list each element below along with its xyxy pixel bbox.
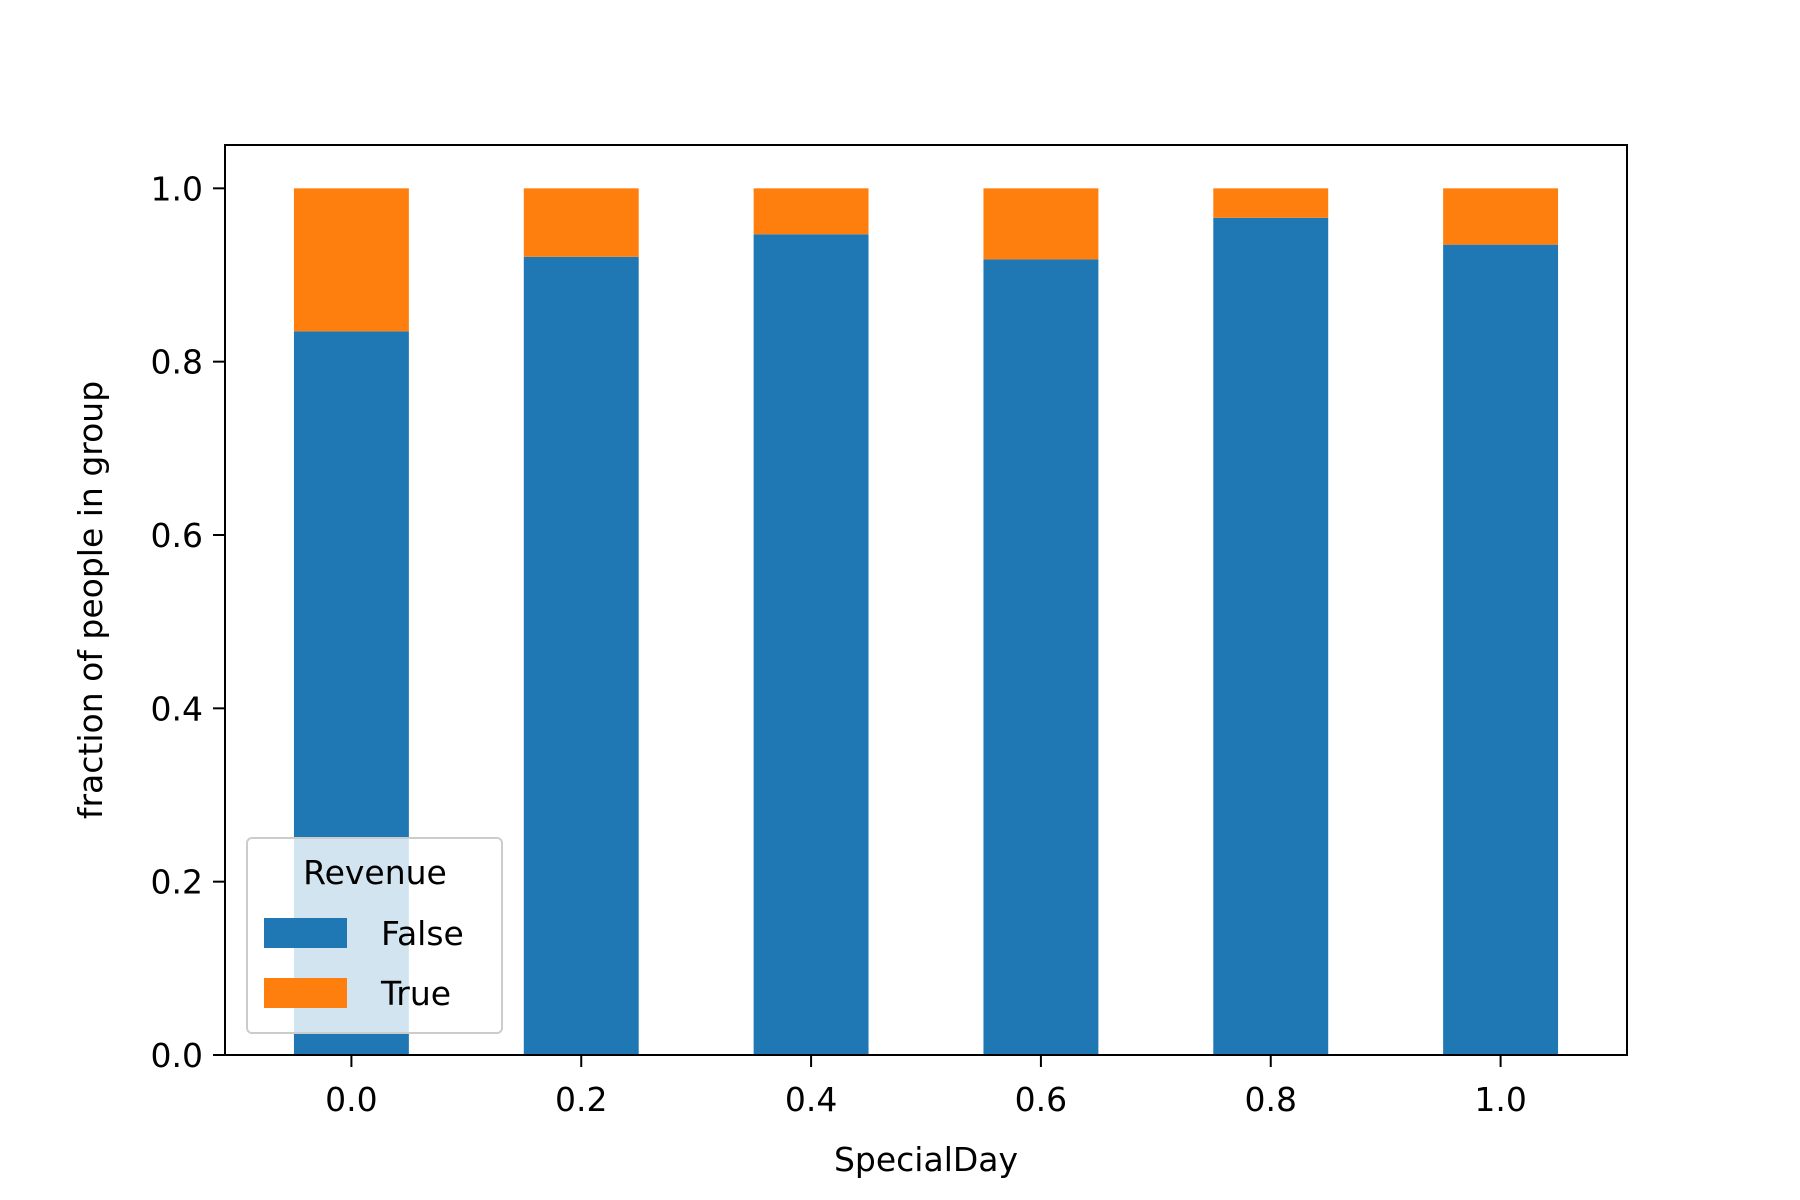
bar-true-1 — [523, 188, 639, 257]
bar-true-3 — [983, 188, 1099, 260]
y-axis: 0.0 0.2 0.4 0.6 0.8 1.0 — [151, 169, 225, 1075]
legend-title: Revenue — [303, 853, 447, 892]
plot-frame — [224, 144, 1628, 1056]
y-tick-label: 1.0 — [151, 169, 203, 208]
legend-label-false: False — [381, 914, 464, 953]
bar-false-4 — [1213, 217, 1329, 1056]
bar-false-3 — [983, 259, 1099, 1055]
x-axis-label: SpecialDay — [834, 1140, 1018, 1179]
bar-true-5 — [1443, 188, 1559, 245]
y-axis-label: fraction of people in group — [71, 381, 110, 819]
bar-true-2 — [753, 188, 869, 235]
bar-false-2 — [753, 234, 869, 1055]
x-tick-label: 0.2 — [555, 1080, 607, 1119]
legend: Revenue False True — [246, 837, 503, 1034]
bar-true-0 — [293, 188, 409, 332]
x-tick-label: 0.8 — [1245, 1080, 1297, 1119]
x-tick-label: 1.0 — [1474, 1080, 1526, 1119]
y-tick-label: 0.0 — [151, 1036, 203, 1075]
bar-false-5 — [1443, 244, 1559, 1055]
x-axis: 0.0 0.2 0.4 0.6 0.8 1.0 — [325, 1055, 1527, 1119]
bars-layer — [293, 188, 1559, 1056]
x-tick-label: 0.4 — [785, 1080, 837, 1119]
legend-swatch-true — [264, 978, 347, 1008]
x-tick-label: 0.6 — [1015, 1080, 1067, 1119]
legend-swatch-false — [264, 918, 347, 948]
legend-label-true: True — [380, 974, 451, 1013]
y-tick-label: 0.6 — [151, 516, 203, 555]
y-tick-label: 0.4 — [151, 689, 203, 728]
y-tick-label: 0.2 — [151, 863, 203, 902]
y-tick-label: 0.8 — [151, 343, 203, 382]
bar-false-1 — [523, 256, 639, 1055]
x-tick-label: 0.0 — [325, 1080, 377, 1119]
bar-true-4 — [1213, 188, 1329, 218]
